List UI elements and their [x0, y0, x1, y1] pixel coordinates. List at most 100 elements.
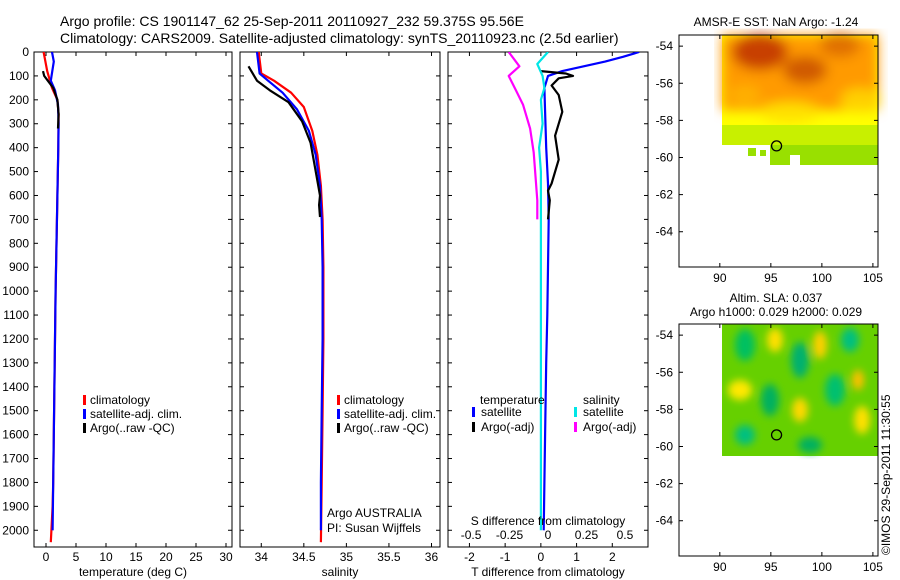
temperature-xlabel: temperature (deg C): [79, 565, 187, 579]
salinity-xlabel: salinity: [322, 565, 359, 579]
map-lat-label: -54: [656, 328, 674, 342]
map-lon-label: 105: [863, 271, 883, 285]
series-line-temperature-argo-adj-: [540, 70, 575, 220]
salinity-panel: 34 34.5 35 35.5 36 salinity climatology sate…: [239, 51, 441, 579]
salinity-xtick-label: 34: [255, 550, 269, 564]
legend-label-climatology: climatology: [90, 393, 150, 407]
title-line-2: Climatology: CARS2009. Satellite-adjuste…: [60, 30, 618, 46]
legend-label-temp-satellite: satellite: [481, 405, 522, 419]
title-line-1: Argo profile: CS 1901147_62 25-Sep-2011 …: [60, 13, 524, 29]
temperature-xtick-label: 10: [99, 550, 113, 564]
salinity-xtick-label: 35: [340, 550, 354, 564]
difference-xtick-label: -1: [500, 550, 511, 564]
sst-southern-field: [800, 145, 878, 165]
legend-swatch-sal-satellite: [574, 407, 577, 417]
sla-map-panel: Altim. SLA: 0.037 Argo h1000: 0.029 h200…: [656, 291, 884, 574]
sla-heatmap: [722, 324, 878, 456]
sst-map-ticks: -54 -56 -58 -60 -62 -64 90 95 100 105: [656, 35, 883, 285]
legend-header-temperature: temperature: [480, 393, 545, 407]
temperature-xtick-label: 15: [129, 550, 143, 564]
pi-label: PI: Susan Wijffels: [327, 521, 421, 535]
map-lat-label: -56: [656, 365, 674, 379]
salinity-xtick-label: 34.5: [292, 550, 316, 564]
legend-label-climatology: climatology: [344, 393, 404, 407]
copyright-label: ©IMOS 29-Sep-2011 11:30:55: [879, 394, 893, 555]
s-difference-tick-label: 0.25: [575, 528, 599, 542]
difference-xtick-label: 2: [609, 550, 616, 564]
difference-tick-group: -2 -1 0 1 2: [464, 52, 616, 564]
argo-float-marker: [770, 140, 783, 152]
temperature-xtick-label: 5: [73, 550, 80, 564]
legend-label-argo: Argo(..raw -QC): [344, 421, 429, 435]
legend-label-satellite: satellite-adj. clim.: [90, 407, 182, 421]
temperature-xtick-label: 30: [219, 550, 233, 564]
map-lat-label: -64: [656, 225, 674, 239]
depth-tick-label: 1200: [2, 332, 29, 346]
depth-tick-label: 1700: [2, 452, 29, 466]
legend-label-sal-satellite: satellite: [583, 405, 624, 419]
depth-tick-label: 1600: [2, 428, 29, 442]
difference-xtick-label: -2: [464, 550, 475, 564]
temperature-xtick-label: 25: [189, 550, 203, 564]
depth-tick-label: 700: [9, 212, 29, 226]
difference-panel: -2 -1 0 1 2 -0.5 -0.25 0 0.25 0.5 T difference f…: [447, 51, 649, 579]
sst-warm-patches: [722, 33, 880, 122]
map-lat-label: -64: [656, 514, 674, 528]
salinity-ytick-group: [240, 51, 440, 531]
map-lat-label: -56: [656, 76, 674, 90]
sla-map-frame: [678, 323, 879, 557]
legend-header-salinity: salinity: [583, 393, 620, 407]
map-lat-label: -60: [656, 150, 674, 164]
s-difference-tick-label: 0: [545, 528, 552, 542]
legend-swatch-temp-argo: [472, 422, 475, 432]
legend-swatch-climatology: [83, 395, 86, 405]
sst-green-band: [722, 125, 878, 145]
map-lat-label: -62: [656, 188, 674, 202]
sst-pixel: [760, 150, 766, 156]
temperature-legend: climatology satellite-adj. clim. Argo(..…: [83, 393, 182, 435]
depth-tick-label: 200: [9, 93, 29, 107]
depth-tick-label: 1500: [2, 404, 29, 418]
sst-map-panel: AMSR-E SST: NaN Argo: -1.24 -54 -56 -58 -60…: [656, 15, 884, 285]
depth-tick-label: 500: [9, 165, 29, 179]
depth-tick-label: 300: [9, 117, 29, 131]
map-lon-label: 95: [764, 560, 778, 574]
temperature-lines: [41, 52, 60, 543]
sla-map-subtitle: Argo h1000: 0.029 h2000: 0.029: [690, 305, 862, 319]
map-lat-label: -58: [656, 113, 674, 127]
series-line-satellite-adj-clim-: [255, 52, 324, 531]
difference-legend: temperature salinity satellite Argo(-adj…: [472, 393, 636, 434]
series-line-temperature-satellite: [542, 52, 640, 531]
temperature-axes-frame: [33, 51, 233, 548]
map-lon-label: 100: [812, 560, 832, 574]
depth-tick-label: 1800: [2, 475, 29, 489]
series-line-climatology: [257, 52, 325, 543]
depth-tick-label: 1900: [2, 499, 29, 513]
sst-map-title: AMSR-E SST: NaN Argo: -1.24: [694, 15, 859, 29]
salinity-xtick-label: 36: [425, 550, 439, 564]
map-lat-label: -60: [656, 439, 674, 453]
sla-map-title: Altim. SLA: 0.037: [730, 291, 823, 305]
difference-xtick-label: 0: [538, 550, 545, 564]
legend-label-satellite: satellite-adj. clim.: [344, 407, 436, 421]
temperature-panel: 0100200300400500600700800900100011001200…: [2, 45, 233, 579]
legend-swatch-climatology: [337, 395, 340, 405]
difference-xtick-label: 1: [573, 550, 580, 564]
t-difference-xlabel: T difference from climatology: [471, 565, 625, 579]
depth-tick-label: 900: [9, 260, 29, 274]
s-difference-tick-label: -0.5: [461, 528, 482, 542]
temperature-xtick-label: 0: [43, 550, 50, 564]
salinity-lines: [247, 52, 325, 543]
salinity-legend: climatology satellite-adj. clim. Argo(..…: [337, 393, 436, 435]
map-lat-label: -62: [656, 477, 674, 491]
s-difference-tick-label: 0.5: [617, 528, 634, 542]
temperature-xtick-label: 20: [159, 550, 173, 564]
depth-tick-label: 600: [9, 188, 29, 202]
s-difference-tick-label: -0.25: [496, 528, 524, 542]
salinity-difference-tick-group: -0.5 -0.25 0 0.25 0.5: [461, 528, 634, 542]
map-lat-label: -58: [656, 402, 674, 416]
legend-swatch-argo: [83, 423, 86, 433]
depth-tick-label: 400: [9, 141, 29, 155]
map-lon-label: 105: [863, 560, 883, 574]
